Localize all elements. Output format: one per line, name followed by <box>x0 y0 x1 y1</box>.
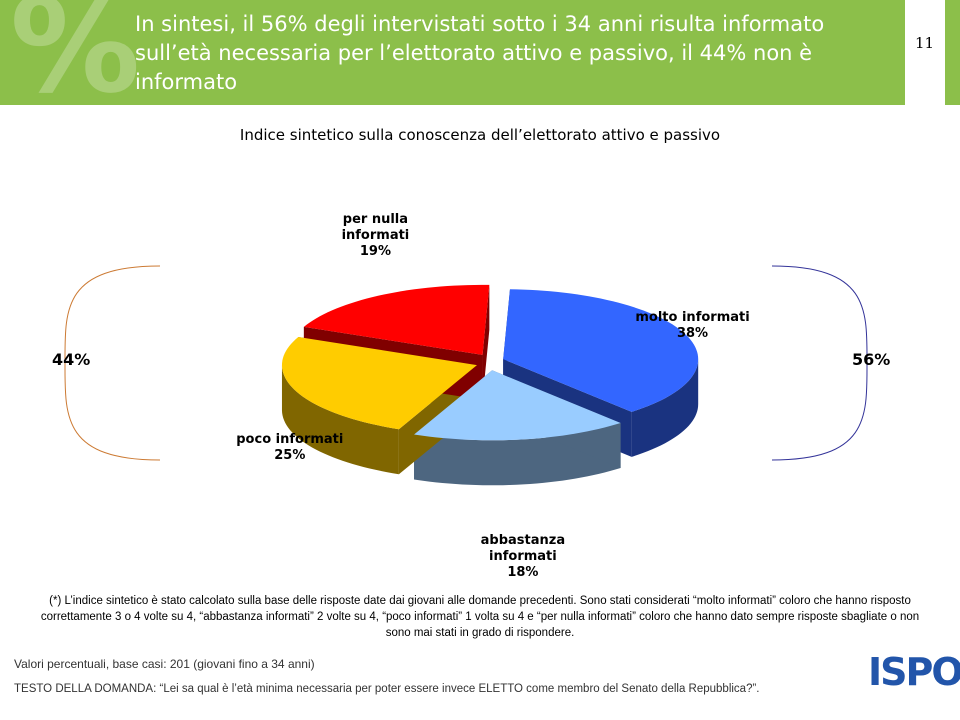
group-arc <box>771 265 868 461</box>
value-label: 25% <box>274 448 306 464</box>
chart-title: Indice sintetico sulla conoscenza dell’e… <box>239 126 721 144</box>
page-number: 11 <box>915 34 935 52</box>
slice <box>303 284 490 355</box>
value-label: 38% <box>676 325 709 341</box>
watermark: % <box>10 0 141 105</box>
slice-label: abbastanza informati <box>480 533 566 565</box>
group-arc <box>64 265 161 461</box>
slide-title: In sintesi, il 56% degli intervistati so… <box>135 12 825 94</box>
slice <box>281 337 477 430</box>
group-label: 44% <box>52 350 91 369</box>
slice <box>414 370 621 441</box>
slice-wall <box>482 284 490 400</box>
value-label: 18% <box>507 565 539 581</box>
group-label: 56% <box>852 350 891 369</box>
base-note: Valori percentuali, base casi: 201 (giov… <box>14 657 315 671</box>
question-text: TESTO DELLA DOMANDA: “Lei sa qual è l’et… <box>14 683 760 695</box>
slice-label: per nulla informati <box>341 212 410 244</box>
header-bar: % <box>0 0 905 105</box>
value-label: 19% <box>359 244 391 260</box>
logo: ISPO <box>868 650 960 694</box>
slice-side <box>281 365 399 475</box>
slice-label: poco informati <box>236 432 344 448</box>
slice-label: molto informati <box>635 309 750 325</box>
footnote: (*) L’indice sintetico è stato calcolato… <box>40 595 920 639</box>
slice-side <box>631 359 699 457</box>
header-strip <box>945 0 960 105</box>
slice <box>503 289 699 412</box>
